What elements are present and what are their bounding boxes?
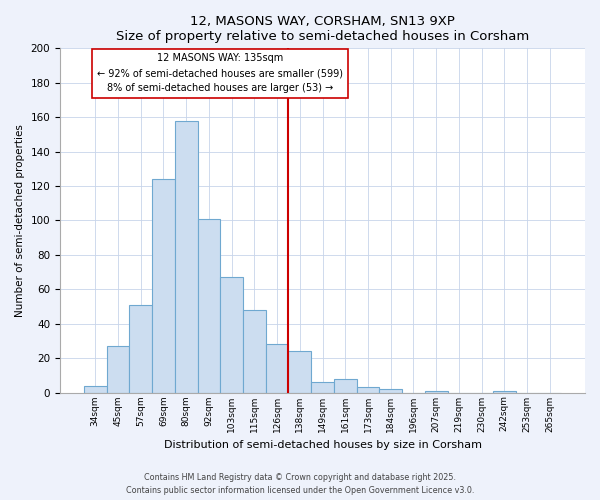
Bar (356, 388, 379, 392)
Bar (243, 310, 266, 392)
Text: Contains HM Land Registry data © Crown copyright and database right 2025.
Contai: Contains HM Land Registry data © Crown c… (126, 473, 474, 495)
X-axis label: Distribution of semi-detached houses by size in Corsham: Distribution of semi-detached houses by … (164, 440, 482, 450)
Bar (175, 120, 197, 392)
Text: 12 MASONS WAY: 135sqm
← 92% of semi-detached houses are smaller (599)
8% of semi: 12 MASONS WAY: 135sqm ← 92% of semi-deta… (97, 54, 343, 93)
Y-axis label: Number of semi-detached properties: Number of semi-detached properties (15, 124, 25, 317)
Bar (152, 179, 175, 392)
Bar (289, 351, 311, 393)
Bar (493, 391, 515, 392)
Bar (311, 382, 334, 392)
Bar (130, 304, 152, 392)
Bar (220, 277, 243, 392)
Bar (334, 378, 356, 392)
Bar (107, 346, 130, 393)
Bar (379, 389, 402, 392)
Bar (425, 391, 448, 392)
Title: 12, MASONS WAY, CORSHAM, SN13 9XP
Size of property relative to semi-detached hou: 12, MASONS WAY, CORSHAM, SN13 9XP Size o… (116, 15, 529, 43)
Bar (197, 218, 220, 392)
Bar (266, 344, 289, 393)
Bar (84, 386, 107, 392)
